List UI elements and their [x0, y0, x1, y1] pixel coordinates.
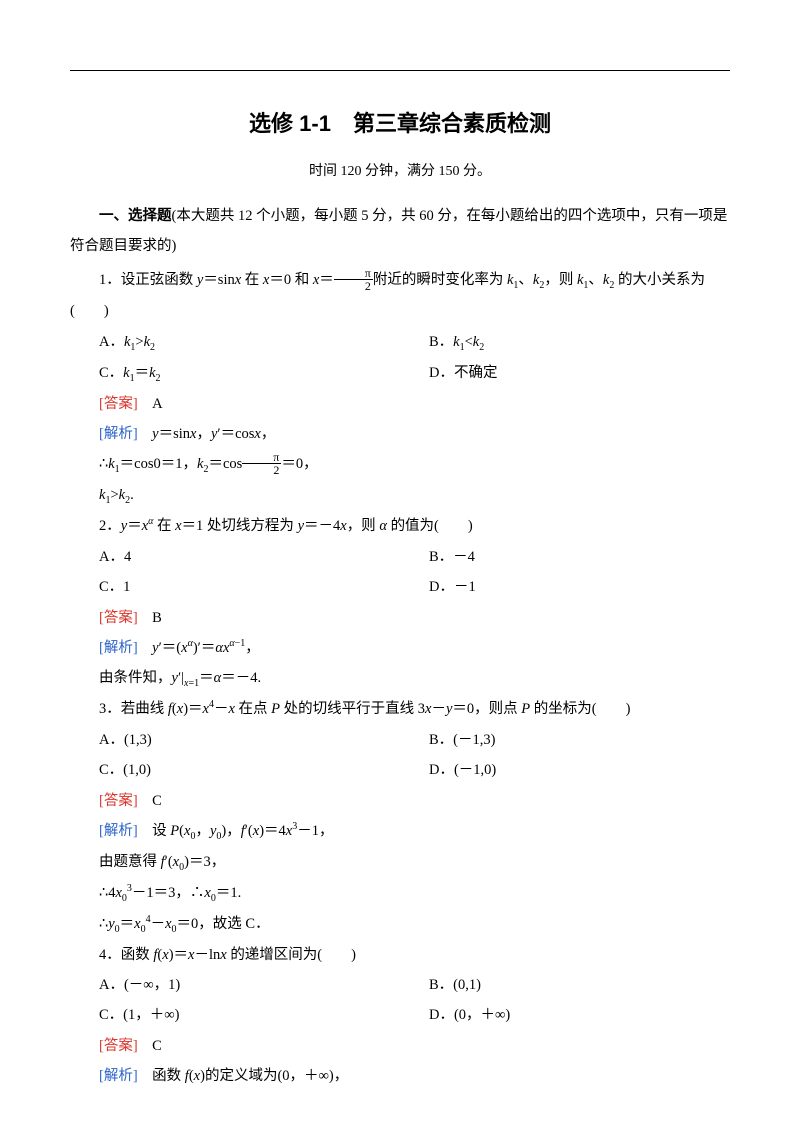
q3-optB: B．(－1,3): [400, 725, 730, 755]
analysis-label: [解析]: [99, 1068, 138, 1084]
q1-a2: ，: [261, 426, 276, 442]
q4-answer-val: C: [152, 1038, 162, 1054]
top-rule: [70, 70, 730, 71]
q3-a3: ∴: [99, 885, 108, 901]
q1-C-pre: C．: [99, 365, 123, 381]
q3-t4: ，则点: [474, 701, 521, 717]
analysis-label: [解析]: [99, 640, 138, 656]
q3-a1b: ，: [226, 823, 241, 839]
q3-optC: C．(1,0): [70, 755, 400, 785]
q3-optA: A．(1,3): [70, 725, 400, 755]
q1-optB: B．k1<k2: [400, 327, 730, 358]
q4-a1: 函数: [152, 1068, 185, 1084]
q2-ana1: [解析] y′＝(xα)′＝αxα−1，: [70, 633, 730, 663]
q1-optC: C．k1＝k2: [70, 358, 400, 389]
q3-ana3: ∴4x03－1＝3，∴x0＝1.: [70, 878, 730, 909]
q3-optD: D．(－1,0): [400, 755, 730, 785]
page-subtitle: 时间 120 分钟，满分 150 分。: [70, 157, 730, 186]
q4-t2: 的递增区间为( ): [227, 947, 356, 963]
q3-ana1: [解析] 设 P(x0，y0)，f′(x)＝4x3－1，: [70, 816, 730, 847]
q4-optB: B．(0,1): [400, 970, 730, 1000]
q1-dot: .: [130, 487, 134, 503]
q4-stem: 4．函数 f(x)＝x－lnx 的递增区间为( ): [70, 940, 730, 970]
q3-a1: 设: [152, 823, 170, 839]
q1-B-pre: B．: [429, 334, 453, 350]
q1-ana3: k1>k2.: [70, 480, 730, 511]
q4-optC: C．(1，＋∞): [70, 1000, 400, 1030]
q3-t2: 在点: [235, 701, 271, 717]
q3-options-row1: A．(1,3) B．(－1,3): [70, 725, 730, 755]
q3-t1: 3．若曲线: [99, 701, 168, 717]
q2-options-row2: C．1 D．－1: [70, 572, 730, 602]
q1-a1: ，: [196, 426, 211, 442]
answer-label: [答案]: [99, 396, 138, 412]
section-heading: 一、选择题(本大题共 12 个小题，每小题 5 分，共 60 分，在每小题给出的…: [70, 201, 730, 262]
q1-a5: ，: [303, 456, 318, 472]
q1-t1: 1．设正弦函数: [99, 272, 197, 288]
q3-ana2: 由题意得 f′(x0)＝3，: [70, 847, 730, 878]
q2-optD: D．－1: [400, 572, 730, 602]
q2-t5: 的值为( ): [387, 518, 473, 534]
q3-answer: [答案] C: [70, 786, 730, 816]
answer-label: [答案]: [99, 1038, 138, 1054]
q2-optB: B．－4: [400, 542, 730, 572]
q1-t2: 在: [241, 272, 263, 288]
q2-a2: 由条件知，: [99, 670, 172, 686]
q1-optD: D．不确定: [400, 358, 730, 389]
q3-a2b: ，: [211, 854, 226, 870]
q1-t3: 和: [291, 272, 313, 288]
q1-stem: 1．设正弦函数 y＝sinx 在 x＝0 和 x＝π2附近的瞬时变化率为 k1、…: [70, 265, 730, 326]
q2-optA: A．4: [70, 542, 400, 572]
q2-options-row1: A．4 B．－4: [70, 542, 730, 572]
q4-a2: 的定义域为(0，＋∞)，: [205, 1068, 348, 1084]
q2-stem: 2．y＝xα 在 x＝1 处切线方程为 y＝－4x，则 α 的值为( ): [70, 511, 730, 541]
analysis-label: [解析]: [99, 426, 138, 442]
q3-a2: 由题意得: [99, 854, 161, 870]
q3-options-row2: C．(1,0) D．(－1,0): [70, 755, 730, 785]
q4-answer: [答案] C: [70, 1031, 730, 1061]
q3-a1c: ，: [319, 823, 334, 839]
q2-t2: 在: [153, 518, 175, 534]
answer-label: [答案]: [99, 610, 138, 626]
q1-A-pre: A．: [99, 334, 124, 350]
q2-a1: ，: [245, 640, 260, 656]
q3-a4b: ，故选 C．: [198, 916, 269, 932]
q4-options-row2: C．(1，＋∞) D．(0，＋∞): [70, 1000, 730, 1030]
q2-ana2: 由条件知，y′|x=1＝α＝－4.: [70, 663, 730, 694]
q4-optA: A．(－∞，1): [70, 970, 400, 1000]
q2-t1: 2．: [99, 518, 121, 534]
q1-t4: 附近的瞬时变化率为: [373, 272, 507, 288]
q2-t4: ，则: [347, 518, 380, 534]
q3-ana4: ∴y0＝x04－x0＝0，故选 C．: [70, 909, 730, 940]
section-label: 一、选择题: [99, 208, 172, 224]
q4-options-row1: A．(－∞，1) B．(0,1): [70, 970, 730, 1000]
q3-stem: 3．若曲线 f(x)＝x4－x 在点 P 处的切线平行于直线 3x－y＝0，则点…: [70, 694, 730, 724]
q1-answer-val: A: [152, 396, 162, 412]
q3-a4: ∴: [99, 916, 108, 932]
q1-t5: ，则: [544, 272, 577, 288]
q3-t5: 的坐标为( ): [530, 701, 630, 717]
q1-ana1: [解析] y＝sinx，y′＝cosx，: [70, 419, 730, 449]
q1-answer: [答案] A: [70, 389, 730, 419]
q1-ana2: ∴k1＝cos0＝1，k2＝cosπ2＝0，: [70, 449, 730, 480]
q1-a4: ，: [183, 456, 198, 472]
q1-options-row1: A．k1>k2 B．k1<k2: [70, 327, 730, 358]
q1-options-row2: C．k1＝k2 D．不确定: [70, 358, 730, 389]
q4-ana1: [解析] 函数 f(x)的定义域为(0，＋∞)，: [70, 1061, 730, 1091]
q3-a3b: ，∴: [175, 885, 204, 901]
q1-a3: ∴: [99, 456, 108, 472]
analysis-label: [解析]: [99, 823, 138, 839]
q4-t1: 4．函数: [99, 947, 153, 963]
q2-optC: C．1: [70, 572, 400, 602]
q1-optA: A．k1>k2: [70, 327, 400, 358]
page-title: 选修 1-1 第三章综合素质检测: [70, 101, 730, 147]
q2-answer-val: B: [152, 610, 162, 626]
answer-label: [答案]: [99, 793, 138, 809]
q2-answer: [答案] B: [70, 603, 730, 633]
q2-t3: 处切线方程为: [203, 518, 297, 534]
q3-t3: 处的切线平行于直线: [280, 701, 418, 717]
q4-optD: D．(0，＋∞): [400, 1000, 730, 1030]
q3-answer-val: C: [152, 793, 162, 809]
